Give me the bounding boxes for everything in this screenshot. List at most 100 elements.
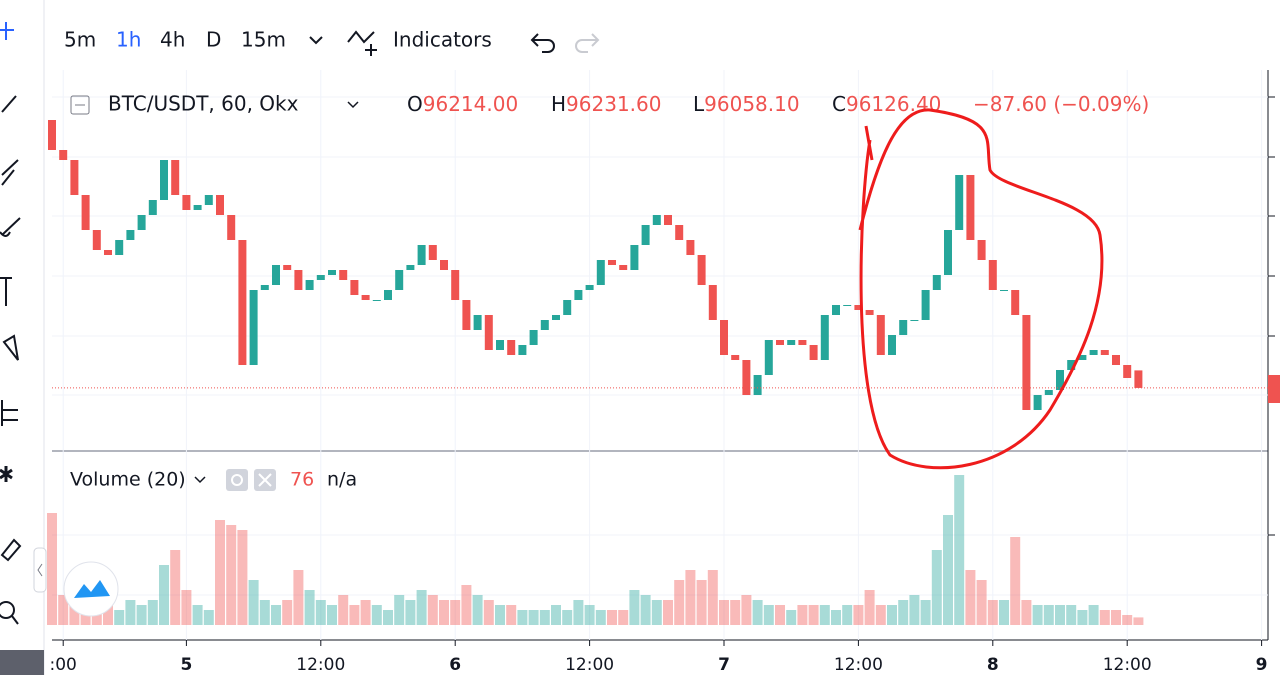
candle-body [59, 150, 68, 160]
ohlc-legend: O96214.00 H96231.60 L96058.10 C96126.40 … [407, 92, 1149, 116]
volume-bar [539, 610, 550, 625]
volume-bar [1032, 605, 1043, 625]
volume-bar [696, 580, 707, 625]
volume-title[interactable]: Volume (20) [70, 469, 186, 491]
candle-body [820, 315, 829, 360]
candle-body [1134, 370, 1143, 388]
tool-icons[interactable] [0, 22, 22, 625]
candle-body [708, 285, 717, 320]
redo [575, 33, 600, 53]
symbol-dropdown[interactable] [347, 101, 359, 109]
volume-bar [439, 600, 449, 625]
candle-body [574, 290, 583, 300]
candle-body [675, 225, 684, 240]
volume-bar [775, 605, 785, 625]
interval-button[interactable]: 1h [116, 28, 141, 52]
volume-bar [864, 590, 875, 625]
candle-body [876, 315, 885, 355]
indicators-button[interactable]: Indicators [393, 28, 492, 52]
candle-body [742, 360, 751, 395]
logo-badge[interactable] [63, 561, 119, 617]
candle-body [697, 255, 706, 285]
volume-bar [1043, 605, 1054, 625]
candle-body [596, 260, 605, 285]
volume-bar [909, 595, 920, 625]
candle-body [496, 340, 504, 350]
candle-body [540, 320, 549, 330]
volume-bar [629, 590, 640, 625]
volume-bar [965, 570, 976, 625]
interval-button[interactable]: 15m [241, 28, 286, 52]
logo [74, 580, 110, 598]
volume-bar [192, 605, 203, 625]
volume-bar [898, 600, 909, 625]
volume-bar [741, 595, 752, 625]
volume-bar [719, 600, 729, 625]
candle-body [283, 265, 292, 270]
volume-bar [797, 605, 808, 625]
candle-body [809, 345, 818, 360]
candle-body [731, 355, 740, 360]
candle-body [48, 120, 56, 150]
candle-body [148, 200, 157, 215]
volume-bar [976, 580, 987, 625]
candle-body [316, 275, 325, 280]
candle-body [988, 260, 997, 290]
volume-bar [584, 605, 595, 625]
candle-body [171, 160, 180, 195]
visibility-button[interactable] [226, 469, 248, 491]
toolbar-footer[interactable] [0, 650, 44, 675]
volume-bar [1122, 615, 1133, 625]
candle-body [955, 175, 964, 230]
collapse-legend[interactable] [70, 95, 90, 115]
volume-bar [181, 590, 192, 625]
candle-body [92, 230, 101, 250]
volume-bar [1088, 605, 1099, 625]
candle-body [81, 195, 90, 230]
volume-bar [517, 610, 528, 625]
candle-body [787, 340, 796, 345]
volume-bar [394, 595, 405, 625]
symbol[interactable]: BTC/USDT, 60, Okx [108, 92, 299, 116]
eye-icon [231, 474, 243, 486]
candle-body [764, 340, 773, 375]
volume-dropdown[interactable] [194, 476, 206, 484]
candle-body [720, 320, 728, 355]
candle-body [552, 315, 560, 320]
interval-bar: 5m 1h 4h D 15m [64, 28, 286, 52]
volume-bar [170, 550, 181, 625]
candle-body [1044, 390, 1053, 395]
volume-bar [674, 580, 685, 625]
interval-button[interactable]: D [206, 28, 221, 52]
candle-body [944, 230, 952, 275]
indicators-icon [347, 30, 377, 56]
interval-button[interactable]: 5m [64, 28, 96, 52]
x-tick-label: 7 [718, 655, 730, 675]
volume-bar [875, 605, 886, 625]
candle-body [193, 205, 202, 210]
volume-bar [663, 600, 673, 625]
volume-bar [416, 590, 427, 625]
candle-body [1056, 370, 1064, 390]
candle-body [641, 225, 650, 245]
ohlc-value: 96214.00 [423, 92, 518, 116]
candle-body [529, 330, 538, 345]
volume-bar [730, 600, 741, 625]
candle-body [518, 345, 527, 355]
volume-bar [685, 570, 696, 625]
candle-body [305, 280, 314, 290]
candle-body [216, 195, 224, 215]
volume-bar [1111, 610, 1121, 625]
candle-body [1067, 360, 1076, 370]
volume-bar [819, 605, 830, 625]
volume-bar [887, 605, 897, 625]
collapse-button[interactable] [33, 547, 47, 593]
candle-body [260, 285, 269, 290]
candle-body [1112, 355, 1120, 365]
volume-bar [338, 595, 349, 625]
dropdown-arrow[interactable] [309, 36, 323, 45]
undo[interactable] [530, 33, 555, 53]
volume-bar [1055, 605, 1065, 625]
interval-button[interactable]: 4h [160, 28, 185, 52]
